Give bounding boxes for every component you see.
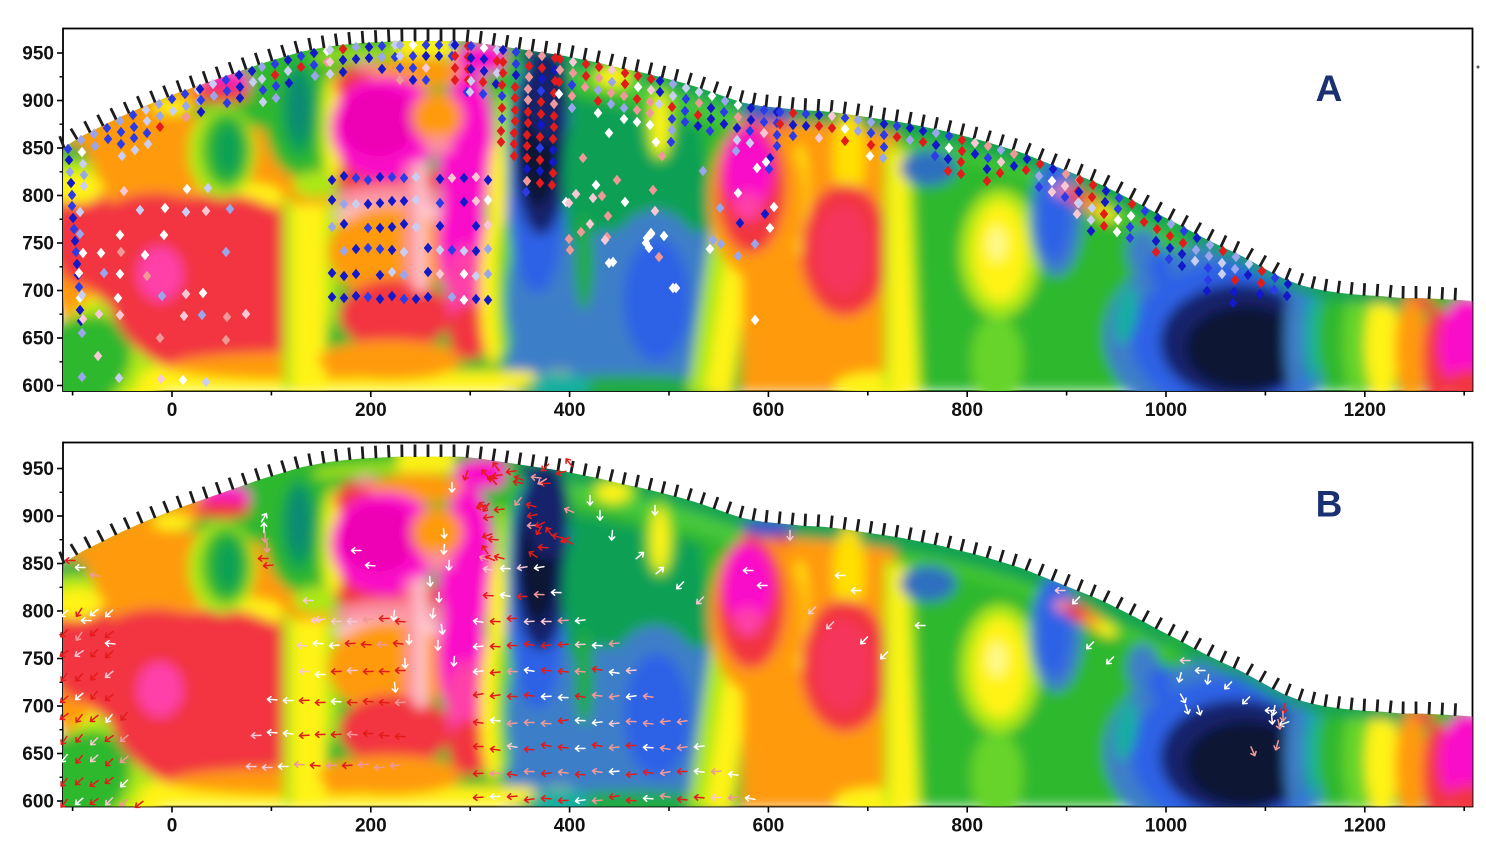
svg-text:700: 700 — [22, 281, 54, 302]
svg-text:650: 650 — [22, 329, 54, 350]
svg-text:800: 800 — [951, 400, 983, 421]
svg-text:200: 200 — [355, 400, 387, 421]
svg-text:400: 400 — [554, 400, 586, 421]
svg-text:900: 900 — [22, 91, 54, 112]
svg-text:1200: 1200 — [1344, 400, 1386, 421]
svg-text:800: 800 — [22, 602, 54, 623]
svg-text:850: 850 — [22, 554, 54, 575]
svg-text:1000: 1000 — [1145, 816, 1187, 837]
svg-text:650: 650 — [22, 744, 54, 765]
svg-text:200: 200 — [355, 816, 387, 837]
svg-text:600: 600 — [753, 816, 785, 837]
svg-text:400: 400 — [554, 816, 586, 837]
svg-text:950: 950 — [22, 44, 54, 65]
svg-text:750: 750 — [22, 234, 54, 255]
svg-text:900: 900 — [22, 507, 54, 528]
svg-text:600: 600 — [22, 376, 54, 397]
svg-text:750: 750 — [22, 649, 54, 670]
svg-text:A: A — [1316, 68, 1343, 109]
svg-text:B: B — [1316, 484, 1343, 525]
svg-text:1000: 1000 — [1145, 400, 1187, 421]
svg-text:600: 600 — [753, 400, 785, 421]
svg-text:600: 600 — [22, 792, 54, 813]
svg-text:1200: 1200 — [1344, 816, 1386, 837]
svg-text:700: 700 — [22, 697, 54, 718]
svg-text:0: 0 — [167, 816, 178, 837]
svg-text:850: 850 — [22, 139, 54, 160]
svg-text:800: 800 — [951, 816, 983, 837]
svg-text:950: 950 — [22, 459, 54, 480]
svg-text:0: 0 — [167, 400, 178, 421]
svg-text:800: 800 — [22, 186, 54, 207]
